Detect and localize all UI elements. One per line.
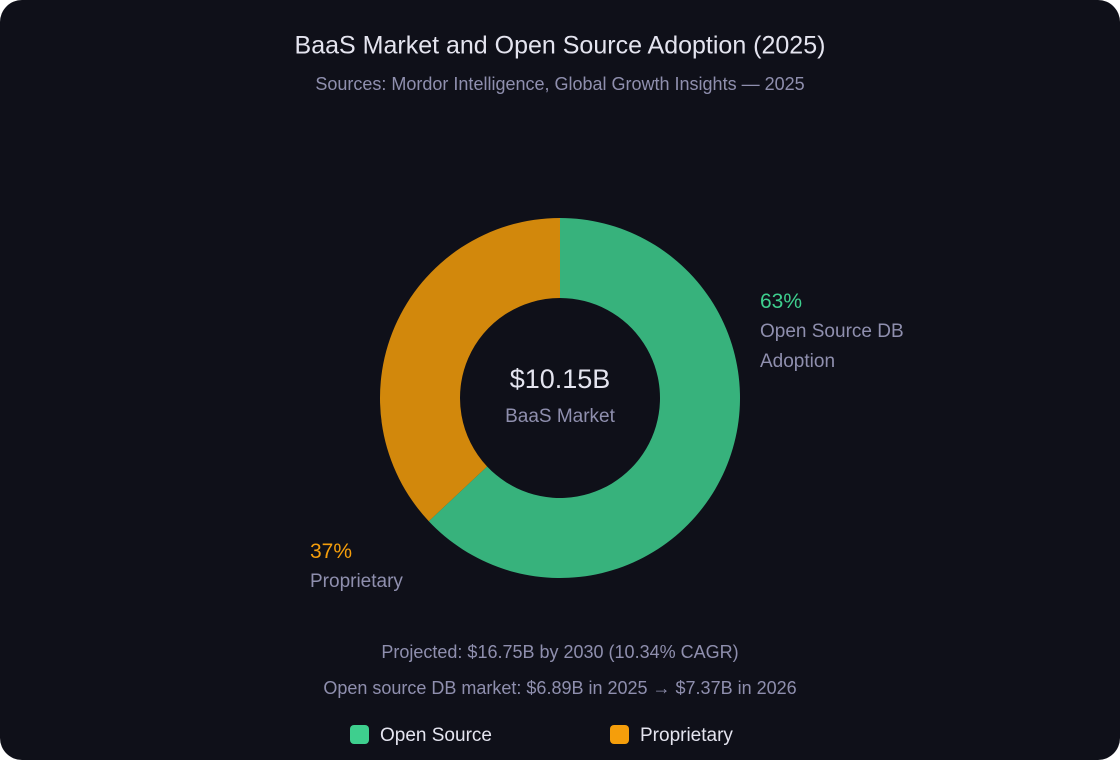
legend-swatch bbox=[350, 725, 369, 744]
donut-slice bbox=[379, 218, 560, 522]
slice-percent: 37% bbox=[310, 540, 353, 563]
slice-percent: 63% bbox=[760, 290, 803, 313]
note: Open source DB market: $6.89B in 2025 → … bbox=[323, 678, 796, 698]
legend-label: Proprietary bbox=[640, 725, 733, 746]
note: Projected: $16.75B by 2030 (10.34% CAGR) bbox=[381, 642, 738, 662]
legend-swatch bbox=[610, 725, 629, 744]
donut-slice bbox=[428, 218, 740, 578]
center-value: $10.15B bbox=[510, 364, 611, 394]
legend-label: Open Source bbox=[380, 725, 492, 746]
chart-title: BaaS Market and Open Source Adoption (20… bbox=[295, 32, 826, 60]
slice-label: 37% Proprietary bbox=[310, 537, 480, 597]
chart-subtitle: Sources: Mordor Intelligence, Global Gro… bbox=[315, 74, 804, 94]
slice-label: 63% Open Source DB Adoption bbox=[760, 287, 930, 377]
center-label: BaaS Market bbox=[505, 406, 616, 427]
slice-name: Proprietary bbox=[310, 571, 403, 592]
slice-name: Open Source DB Adoption bbox=[760, 321, 904, 372]
